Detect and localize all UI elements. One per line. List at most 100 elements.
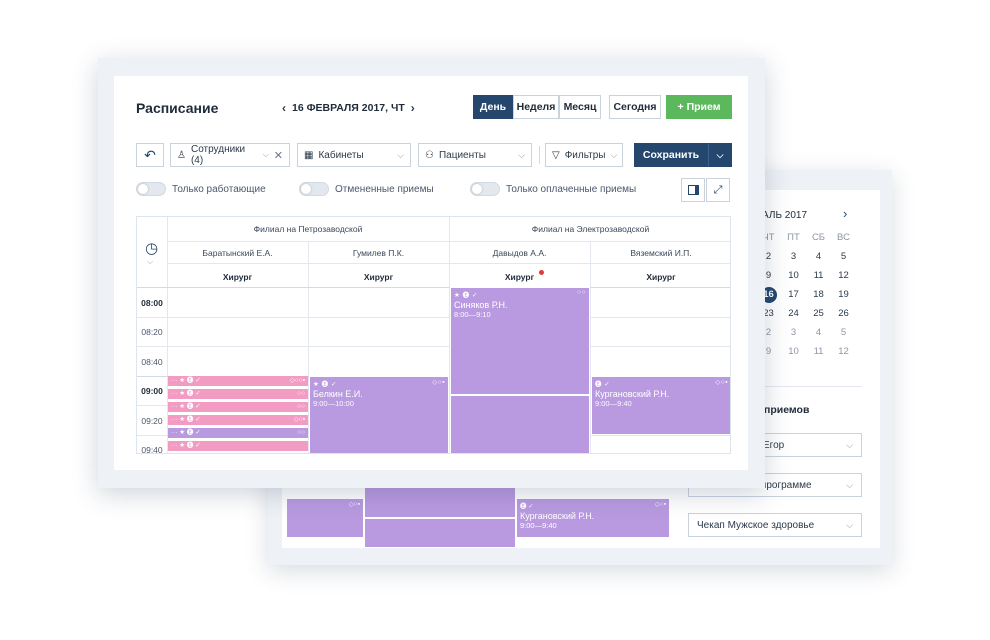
time-label: 08:20 xyxy=(141,327,163,337)
event-time: 9:00—10:00 xyxy=(313,399,354,408)
calendar-day[interactable]: 18 xyxy=(813,289,824,300)
today-button[interactable]: Сегодня xyxy=(609,95,661,119)
calendar-day[interactable]: 4 xyxy=(815,251,822,262)
event-icons: ··· ★ 🅔 ✓ xyxy=(171,429,201,436)
toggle-label: Только работающие xyxy=(172,183,266,195)
status-dots: ○○ xyxy=(297,429,305,436)
panel-toggle-button[interactable] xyxy=(681,178,705,202)
filters-select[interactable]: ▽ Фильтры ⌵ xyxy=(545,143,623,167)
calendar-day[interactable]: 26 xyxy=(838,308,849,319)
appointment-sinyakov[interactable]: ★ 🅔 ✓ Синяков Р.Н. 8:00—9:10 ○○ xyxy=(450,287,590,395)
calendar-day[interactable]: 2 xyxy=(765,327,772,338)
chevron-right-icon[interactable]: › xyxy=(410,101,415,115)
calendar-day[interactable]: 10 xyxy=(788,346,799,357)
section-title: приемов xyxy=(764,404,810,416)
calendar-day[interactable]: 2 xyxy=(765,251,772,262)
event-icons: ··· ★ 🅔 ✓ xyxy=(171,442,201,449)
toggle-paid-only[interactable]: Только оплаченные приемы xyxy=(470,182,636,196)
calendar-day[interactable]: 17 xyxy=(788,289,799,300)
save-options-button[interactable]: ⌵ xyxy=(708,143,732,167)
calendar-day[interactable]: 5 xyxy=(840,327,847,338)
chevron-down-icon: ⌵ xyxy=(397,149,404,160)
calendar-day[interactable]: 12 xyxy=(838,270,849,281)
tab-week[interactable]: Неделя xyxy=(513,95,559,119)
weekday: ЧТ xyxy=(762,232,775,243)
tab-day[interactable]: День xyxy=(473,95,513,119)
divider xyxy=(688,386,862,387)
calendar-day[interactable]: 3 xyxy=(790,327,797,338)
staff-select[interactable]: ♙ Сотрудники (4) ⌵ ✕ xyxy=(170,143,290,167)
calendar-day[interactable]: 9 xyxy=(765,270,772,281)
event-icons: ★ 🅔 ✓ xyxy=(454,292,478,299)
calendar-day[interactable]: 3 xyxy=(790,251,797,262)
calendar-week-row: 9 10 11 12 xyxy=(756,342,856,361)
appointment-row[interactable]: ··· ★ 🅔 ✓ ◇○○▪ xyxy=(168,376,308,387)
back-button[interactable]: ↶ xyxy=(136,143,164,167)
weekday: ПТ xyxy=(787,232,800,243)
appointment-belkin[interactable]: ★ 🅔 ✓ Белкин Е.И. 9:00—10:00 ◇○▪ xyxy=(309,376,449,453)
fullscreen-button[interactable]: ⤢ xyxy=(706,178,730,202)
calendar-day[interactable]: 4 xyxy=(815,327,822,338)
calendar-month-label: АЛЬ 2017 xyxy=(762,210,808,221)
calendar-day[interactable]: 9 xyxy=(765,346,772,357)
calendar-day[interactable]: 10 xyxy=(788,270,799,281)
add-appointment-button[interactable]: + Прием xyxy=(666,95,732,119)
calendar-day[interactable]: 19 xyxy=(838,289,849,300)
appointment-row[interactable]: ··· ★ 🅔 ✓ xyxy=(168,441,308,452)
status-dots: ○○ xyxy=(577,289,586,296)
toggle-cancelled[interactable]: Отмененные приемы xyxy=(299,182,434,196)
back-event-block[interactable] xyxy=(364,518,516,548)
rooms-select[interactable]: ▦ Кабинеты ⌵ xyxy=(297,143,411,167)
back-event-kurganovsky[interactable]: 🅔 ✓ Кургановский Р.Н. 9:00—9:40 ◇○▪ xyxy=(516,498,670,538)
calendar-next-icon[interactable]: › xyxy=(843,206,848,221)
clear-icon[interactable]: ✕ xyxy=(273,149,283,162)
save-button[interactable]: Сохранить xyxy=(634,143,708,167)
toggle-working-only[interactable]: Только работающие xyxy=(136,182,266,196)
users-icon: ⚇ xyxy=(425,149,434,161)
toggle-switch[interactable] xyxy=(470,182,500,196)
rooms-select-label: Кабинеты xyxy=(318,149,364,161)
calendar-day[interactable]: 12 xyxy=(838,346,849,357)
calendar-day[interactable]: 23 xyxy=(763,308,774,319)
toggle-switch[interactable] xyxy=(136,182,166,196)
sidebar-panel-icon xyxy=(687,185,699,195)
calendar-week-row: 2 3 4 5 xyxy=(756,247,856,266)
time-label: 09:00 xyxy=(141,386,163,396)
dropdown-checkup[interactable]: Чекап Мужское здоровье ⌵ xyxy=(688,513,862,537)
appointment-row[interactable]: ··· ★ 🅔 ✓ ◇○▪ xyxy=(168,415,308,426)
event-patient-name: Синяков Р.Н. xyxy=(454,300,508,310)
chevron-down-icon: ⌵ xyxy=(518,149,525,160)
calendar-week-row: 2 3 4 5 xyxy=(756,323,856,342)
notification-dot xyxy=(539,270,544,275)
chevron-left-icon[interactable]: ‹ xyxy=(282,101,286,115)
chevron-down-icon: ⌵ xyxy=(846,479,853,490)
toggle-label: Только оплаченные приемы xyxy=(506,183,637,195)
appointment-row[interactable]: ··· ★ 🅔 ✓ ○○ xyxy=(168,389,308,400)
event-patient-name: Белкин Е.И. xyxy=(313,389,363,399)
calendar-day[interactable]: 11 xyxy=(813,270,824,281)
calendar-day[interactable]: 24 xyxy=(788,308,799,319)
status-dots: ◇○○▪ xyxy=(289,377,305,384)
chevron-down-icon[interactable]: ⌵ xyxy=(147,257,154,266)
appointment-kurganovsky[interactable]: 🅔 ✓ Кургановский Р.Н. 9:00—9:40 ◇○▪ xyxy=(591,376,730,435)
tab-month[interactable]: Месяц xyxy=(559,95,601,119)
patients-select[interactable]: ⚇ Пациенты ⌵ xyxy=(418,143,532,167)
filters-select-label: Фильтры xyxy=(564,149,606,161)
calendar-day[interactable]: 5 xyxy=(840,251,847,262)
appointment-row[interactable]: ··· ★ 🅔 ✓ ○○ xyxy=(168,402,308,413)
user-icon: ♙ xyxy=(177,149,186,161)
event-icons: ··· ★ 🅔 ✓ xyxy=(171,377,201,384)
event-icons: 🅔 ✓ xyxy=(595,381,611,388)
toggle-switch[interactable] xyxy=(299,182,329,196)
chevron-down-icon: ⌵ xyxy=(846,519,853,530)
date-navigator: ‹ 16 ФЕВРАЛЯ 2017, ЧТ › xyxy=(282,101,415,115)
appointment-row[interactable]: ··· ★ 🅔 ✓ ○○ xyxy=(168,428,308,439)
doctor-name: Гумилев П.К. xyxy=(352,248,405,258)
back-event-block[interactable]: ◇○▪ xyxy=(286,498,364,538)
weekday: СБ xyxy=(811,232,826,243)
appointment-block[interactable] xyxy=(450,395,590,453)
calendar-day[interactable]: 25 xyxy=(813,308,824,319)
divider xyxy=(539,146,540,164)
doctor-role: Хирург xyxy=(646,272,676,282)
calendar-day[interactable]: 11 xyxy=(813,346,824,357)
